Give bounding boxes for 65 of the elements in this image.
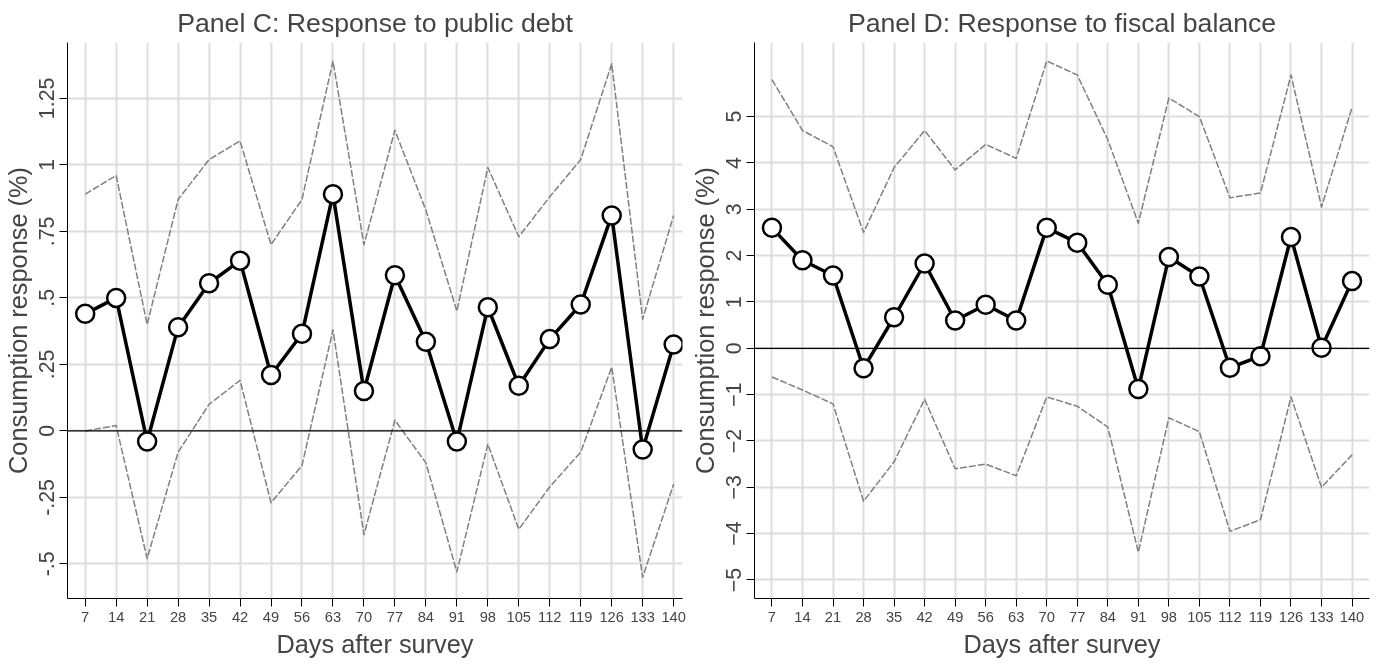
x-tick-label: 7 xyxy=(767,608,777,625)
x-tick-label: 119 xyxy=(569,608,593,625)
y-tick-label: -.25 xyxy=(35,479,60,516)
y-axis-title: Consumption response (%) xyxy=(690,167,719,474)
x-tick-label: 28 xyxy=(855,608,872,625)
y-tick-label: 0 xyxy=(35,424,60,437)
y-tick-label: −3 xyxy=(722,475,747,500)
x-tick-label: 7 xyxy=(81,608,90,625)
x-tick-label: 56 xyxy=(293,608,311,625)
x-tick-label: 77 xyxy=(386,608,404,625)
y-tick-label: 1 xyxy=(35,158,60,171)
x-tick-label: 105 xyxy=(1187,608,1212,625)
y-tick-label: .5 xyxy=(35,288,60,307)
x-tick-label: 70 xyxy=(1038,608,1055,625)
x-tick-label: 126 xyxy=(599,608,624,625)
chart-title: Panel D: Response to fiscal balance xyxy=(847,7,1277,38)
x-tick-label: 14 xyxy=(108,608,125,625)
y-tick-label: .25 xyxy=(35,349,60,380)
x-axis-title: Days after survey xyxy=(276,629,474,658)
y-tick-label: -.5 xyxy=(35,551,60,577)
x-tick-label: 21 xyxy=(138,608,156,625)
x-tick-label: 140 xyxy=(1339,608,1365,625)
y-tick-label: −1 xyxy=(722,382,747,407)
x-tick-label: 42 xyxy=(231,608,249,625)
y-tick-label: 0 xyxy=(722,342,747,355)
x-tick-label: 91 xyxy=(1130,608,1147,625)
x-tick-label: 21 xyxy=(824,608,842,625)
x-tick-label: 42 xyxy=(916,608,933,625)
x-tick-label: 63 xyxy=(1008,608,1025,625)
x-tick-label: 35 xyxy=(200,608,218,625)
x-tick-label: 98 xyxy=(1160,608,1178,625)
y-tick-label: −4 xyxy=(722,521,747,546)
x-axis-title: Days after survey xyxy=(963,629,1161,658)
y-tick-label: 4 xyxy=(722,156,747,169)
y-tick-label: .75 xyxy=(35,216,60,247)
x-tick-label: 49 xyxy=(946,608,964,625)
y-tick-label: 2 xyxy=(722,249,747,262)
x-tick-label: 105 xyxy=(506,608,532,625)
x-tick-label: 91 xyxy=(448,608,466,625)
x-tick-label: 56 xyxy=(977,608,994,625)
y-tick-label: 1 xyxy=(722,296,747,308)
x-tick-label: 112 xyxy=(1218,608,1242,625)
y-tick-label: 3 xyxy=(722,203,747,216)
x-tick-label: 126 xyxy=(1278,608,1304,625)
x-tick-label: 35 xyxy=(885,608,903,625)
x-tick-label: 112 xyxy=(538,608,562,625)
x-tick-label: 140 xyxy=(661,608,686,625)
x-tick-label: 119 xyxy=(1248,608,1273,625)
x-tick-label: 133 xyxy=(630,608,655,625)
y-axis-title: Consumption response (%) xyxy=(3,167,32,474)
x-tick-label: 14 xyxy=(794,608,811,625)
x-tick-label: 77 xyxy=(1069,608,1086,625)
x-tick-label: 63 xyxy=(324,608,342,625)
chart-title: Panel C: Response to public debt xyxy=(177,7,574,38)
x-tick-label: 28 xyxy=(169,608,187,625)
y-tick-label: −2 xyxy=(722,428,747,454)
x-tick-label: 70 xyxy=(355,608,373,625)
y-tick-label: 1.25 xyxy=(35,77,60,120)
y-tick-label: −5 xyxy=(722,567,747,593)
x-tick-label: 98 xyxy=(479,608,496,625)
y-tick-label: 5 xyxy=(722,110,747,123)
x-tick-label: 84 xyxy=(1099,608,1116,625)
x-tick-label: 84 xyxy=(417,608,435,625)
x-tick-label: 49 xyxy=(262,608,280,625)
x-tick-label: 133 xyxy=(1309,608,1334,625)
